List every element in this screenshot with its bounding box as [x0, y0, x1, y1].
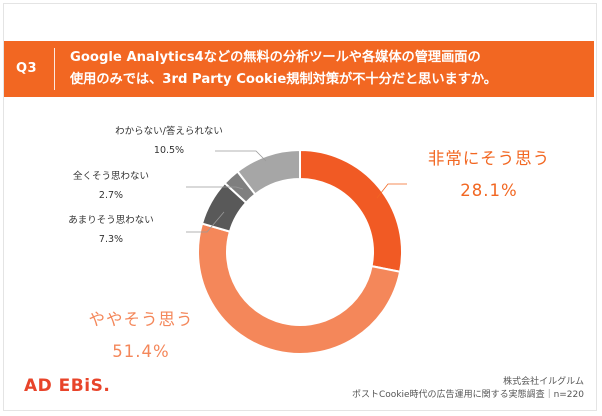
slice-unknown: [236, 148, 301, 196]
source-note: 株式会社イルグルム ポストCookie時代の広告運用に関する実態調査｜n=220: [352, 376, 584, 402]
label-somewhat-name: ややそう思う: [88, 310, 194, 329]
leader-line-not-much: [186, 211, 225, 233]
label-not-at-all: 全くそう思わない 2.7%: [61, 171, 161, 202]
question-number: Q3: [16, 61, 38, 76]
adebis-logo: AD EBiS.: [24, 376, 111, 396]
label-not-at-all-value: 2.7%: [98, 190, 124, 201]
label-very-name: 非常にそう思う: [427, 149, 551, 168]
source-survey: ポストCookie時代の広告運用に関する実態調査｜n=220: [352, 390, 584, 400]
question-line-2: 使用のみでは、3rd Party Cookie規制対策が不十分だと思いますか。: [70, 72, 497, 87]
label-very-value: 28.1%: [460, 181, 518, 200]
label-unknown-name: わからない/答えられない: [115, 126, 223, 137]
slide-frame: Q3 Google Analytics4などの無料の分析ツールや各媒体の管理画面…: [3, 3, 597, 411]
question-line-1: Google Analytics4などの無料の分析ツールや各媒体の管理画面の: [70, 50, 481, 65]
slice-somewhat: [197, 222, 402, 356]
label-not-much: あまりそう思わない 7.3%: [56, 215, 166, 246]
label-not-much-name: あまりそう思わない: [68, 215, 154, 226]
donut-chart: [186, 148, 407, 356]
leader-line-unknown: [215, 150, 267, 162]
label-not-at-all-name: 全くそう思わない: [72, 171, 149, 182]
slice-very: [299, 148, 403, 273]
source-company: 株式会社イルグルム: [503, 377, 584, 387]
label-very: 非常にそう思う 28.1%: [414, 148, 564, 202]
donut-slices: [197, 148, 403, 356]
label-unknown: わからない/答えられない 10.5%: [99, 126, 239, 157]
label-not-much-value: 7.3%: [98, 234, 124, 245]
header-divider: [54, 48, 55, 90]
leader-line-not-at-all: [186, 186, 244, 190]
label-somewhat: ややそう思う 51.4%: [76, 309, 206, 363]
label-somewhat-value: 51.4%: [112, 342, 170, 361]
leader-line-very: [376, 183, 407, 199]
label-unknown-value: 10.5%: [153, 145, 185, 156]
leader-lines: [186, 150, 407, 233]
question-text: Google Analytics4などの無料の分析ツールや各媒体の管理画面の 使…: [70, 47, 590, 91]
question-header: Q3 Google Analytics4などの無料の分析ツールや各媒体の管理画面…: [4, 41, 594, 97]
